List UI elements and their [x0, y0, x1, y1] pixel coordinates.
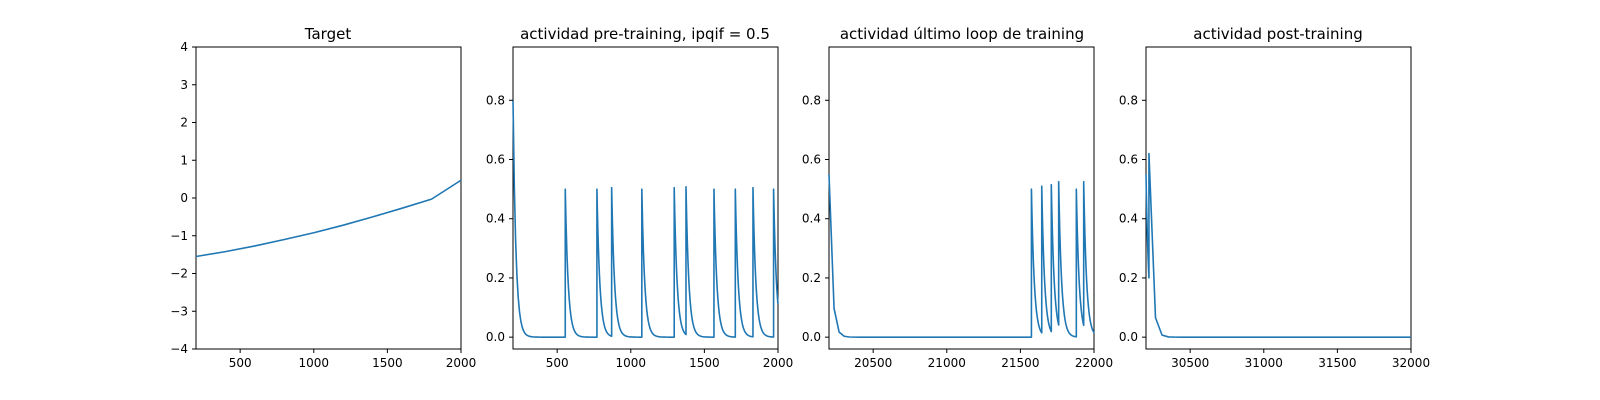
x-tick-label: 31500	[1318, 356, 1356, 370]
panel-title: actividad último loop de training	[840, 25, 1084, 43]
x-tick-label: 2000	[763, 356, 794, 370]
x-tick-label: 1000	[299, 356, 330, 370]
panel-target: Target 500 1000 1500 2000 −4 −3 −2 −1 0 1 2 3 4	[170, 25, 476, 370]
x-tick-label: 1500	[372, 356, 403, 370]
y-tick-label: 0.8	[802, 93, 821, 107]
x-tick-label: 31000	[1245, 356, 1283, 370]
y-tick-label: 0	[180, 191, 188, 205]
series-line	[1145, 152, 1411, 338]
y-tick-label: 0.4	[802, 212, 821, 226]
series-line	[512, 100, 779, 338]
y-tick-label: 0.6	[802, 153, 821, 167]
y-tick-label: −4	[170, 342, 188, 356]
x-tick-label: 30500	[1171, 356, 1209, 370]
axes-frame	[828, 46, 1095, 350]
x-tick-label: 2000	[446, 356, 477, 370]
x-tick-label: 20500	[854, 356, 892, 370]
plot-area: 30500 31000 31500 32000 0.0 0.2 0.4 0.6 0.8	[1119, 93, 1430, 370]
y-tick-label: 3	[180, 78, 188, 92]
x-tick-label: 22000	[1075, 356, 1113, 370]
x-tick-label: 21500	[1001, 356, 1039, 370]
y-tick-label: 0.4	[1119, 212, 1138, 226]
panel-last-loop: actividad último loop de training 20500 2…	[802, 25, 1113, 370]
x-tick-label: 1000	[616, 356, 647, 370]
axes-frame	[195, 46, 462, 350]
y-tick-label: −3	[170, 304, 188, 318]
series-line	[195, 179, 462, 258]
series-line	[828, 174, 1095, 338]
y-tick-label: 0.2	[802, 271, 821, 285]
x-tick-label: 1500	[689, 356, 720, 370]
y-tick-label: 2	[180, 116, 188, 130]
y-tick-label: −2	[170, 267, 188, 281]
y-tick-label: 1	[180, 153, 188, 167]
panel-title: actividad post-training	[1193, 25, 1362, 43]
y-tick-label: 4	[180, 40, 188, 54]
plot-area: 20500 21000 21500 22000 0.0 0.2 0.4 0.6 0.8	[802, 93, 1113, 370]
x-tick-label: 500	[229, 356, 252, 370]
y-tick-label: 0.8	[1119, 93, 1138, 107]
y-tick-label: 0.0	[802, 330, 821, 344]
y-tick-label: 0.0	[486, 330, 505, 344]
x-tick-label: 21000	[928, 356, 966, 370]
y-tick-label: 0.6	[1119, 153, 1138, 167]
x-tick-label: 500	[546, 356, 569, 370]
y-tick-label: 0.2	[1119, 271, 1138, 285]
axes-frame	[1145, 46, 1412, 350]
plot-area: 500 1000 1500 2000 0.0 0.2 0.4 0.6 0.8	[486, 93, 793, 370]
panel-title: Target	[304, 25, 352, 43]
x-tick-label: 32000	[1392, 356, 1430, 370]
y-tick-label: 0.0	[1119, 330, 1138, 344]
y-tick-label: 0.6	[486, 153, 505, 167]
panel-post-training: actividad post-training 30500 31000 31500 3…	[1119, 25, 1430, 370]
y-tick-label: −1	[170, 229, 188, 243]
plot-area: 500 1000 1500 2000 −4 −3 −2 −1 0 1 2 3 4	[170, 40, 476, 370]
panel-pre-training: actividad pre-training, ipqif = 0.5 500 1…	[486, 25, 793, 370]
y-tick-label: 0.4	[486, 212, 505, 226]
panel-title: actividad pre-training, ipqif = 0.5	[520, 25, 770, 43]
y-tick-label: 0.2	[486, 271, 505, 285]
y-tick-label: 0.8	[486, 93, 505, 107]
